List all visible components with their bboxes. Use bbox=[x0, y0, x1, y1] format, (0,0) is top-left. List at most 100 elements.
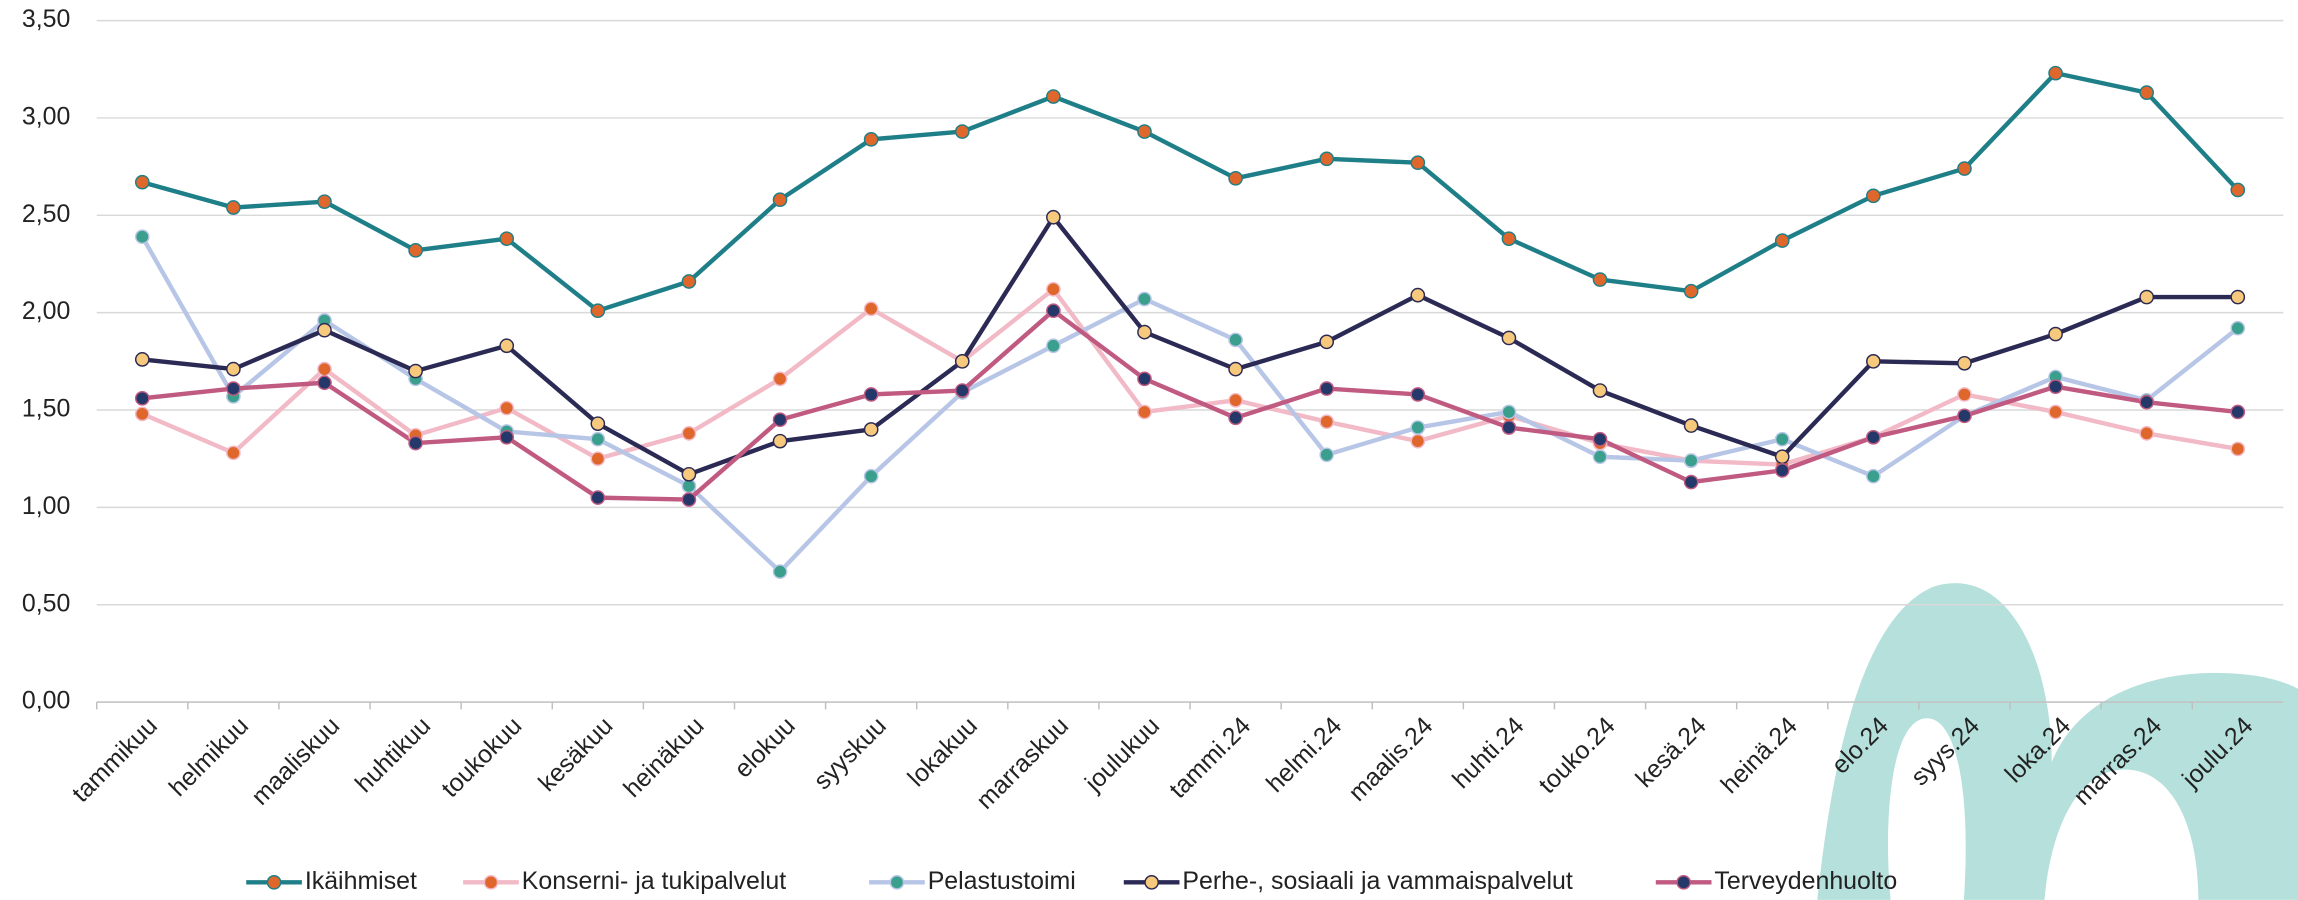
data-point bbox=[1411, 156, 1424, 169]
x-tick-label: toukokuu bbox=[436, 712, 527, 803]
legend-marker bbox=[267, 876, 280, 889]
data-point bbox=[1047, 211, 1060, 224]
x-tick-label: huhti.24 bbox=[1447, 712, 1530, 795]
data-point bbox=[591, 433, 604, 446]
data-point bbox=[1867, 189, 1880, 202]
data-point bbox=[1593, 384, 1606, 397]
data-point bbox=[227, 446, 240, 459]
data-point bbox=[1776, 464, 1789, 477]
data-point bbox=[1047, 304, 1060, 317]
data-point bbox=[1958, 357, 1971, 370]
data-point bbox=[591, 491, 604, 504]
data-point bbox=[1502, 405, 1515, 418]
data-point bbox=[227, 363, 240, 376]
data-point bbox=[2049, 405, 2062, 418]
x-tick-label: lokakuu bbox=[902, 712, 983, 793]
data-point bbox=[136, 392, 149, 405]
data-point bbox=[1229, 172, 1242, 185]
data-point bbox=[1776, 433, 1789, 446]
data-point bbox=[318, 324, 331, 337]
data-point bbox=[591, 417, 604, 430]
x-tick-label: touko.24 bbox=[1533, 712, 1620, 799]
data-point bbox=[227, 201, 240, 214]
data-point bbox=[956, 384, 969, 397]
data-point bbox=[1958, 162, 1971, 175]
series-line bbox=[142, 73, 2238, 311]
legend-label: Terveydenhuolto bbox=[1714, 867, 1897, 895]
data-point bbox=[500, 339, 513, 352]
data-point bbox=[956, 355, 969, 368]
data-point bbox=[2140, 86, 2153, 99]
data-point bbox=[318, 363, 331, 376]
data-point bbox=[2231, 405, 2244, 418]
x-tick-label: syyskuu bbox=[808, 712, 891, 795]
data-point bbox=[1593, 273, 1606, 286]
data-point bbox=[865, 423, 878, 436]
data-point bbox=[409, 244, 422, 257]
x-tick-label: helmi.24 bbox=[1261, 712, 1347, 798]
data-point bbox=[682, 275, 695, 288]
y-tick-label: 1,50 bbox=[22, 395, 70, 423]
y-tick-label: 2,00 bbox=[22, 297, 70, 325]
data-point bbox=[1502, 232, 1515, 245]
data-point bbox=[2140, 427, 2153, 440]
legend-label: Ikäihmiset bbox=[305, 867, 417, 895]
data-point bbox=[1320, 382, 1333, 395]
series-line bbox=[142, 217, 2238, 474]
x-tick-label: heinä.24 bbox=[1715, 712, 1802, 799]
data-point bbox=[1685, 475, 1698, 488]
data-point bbox=[2049, 380, 2062, 393]
data-point bbox=[1138, 326, 1151, 339]
data-point bbox=[773, 372, 786, 385]
data-point bbox=[1138, 125, 1151, 138]
data-point bbox=[2140, 396, 2153, 409]
data-point bbox=[1958, 409, 1971, 422]
data-point bbox=[2231, 322, 2244, 335]
data-point bbox=[865, 133, 878, 146]
data-point bbox=[682, 493, 695, 506]
y-tick-label: 0,00 bbox=[22, 687, 70, 715]
legend-label: Perhe-, sosiaali ja vammaispalvelut bbox=[1182, 867, 1572, 895]
legend-marker bbox=[484, 876, 497, 889]
data-point bbox=[1229, 394, 1242, 407]
data-point bbox=[1776, 450, 1789, 463]
legend-marker bbox=[1145, 876, 1158, 889]
data-point bbox=[409, 364, 422, 377]
data-point bbox=[1229, 333, 1242, 346]
data-point bbox=[865, 302, 878, 315]
data-point bbox=[1047, 90, 1060, 103]
data-point bbox=[500, 431, 513, 444]
data-point bbox=[1685, 285, 1698, 298]
data-point bbox=[1593, 433, 1606, 446]
data-point bbox=[1320, 448, 1333, 461]
x-tick-label: joulukuu bbox=[1079, 712, 1165, 798]
data-point bbox=[1047, 283, 1060, 296]
data-point bbox=[318, 195, 331, 208]
data-point bbox=[1229, 411, 1242, 424]
legend-label: Pelastustoimi bbox=[928, 867, 1076, 895]
data-point bbox=[136, 230, 149, 243]
data-point bbox=[1229, 363, 1242, 376]
data-point bbox=[1502, 421, 1515, 434]
y-tick-label: 3,00 bbox=[22, 103, 70, 131]
x-tick-label: helmikuu bbox=[164, 712, 254, 802]
data-point bbox=[956, 125, 969, 138]
data-point bbox=[2231, 442, 2244, 455]
x-tick-label: maaliskuu bbox=[246, 712, 345, 811]
data-point bbox=[1138, 405, 1151, 418]
data-point bbox=[1867, 355, 1880, 368]
data-point bbox=[2140, 290, 2153, 303]
data-point bbox=[1502, 331, 1515, 344]
data-point bbox=[227, 382, 240, 395]
data-point bbox=[682, 427, 695, 440]
data-point bbox=[682, 468, 695, 481]
data-point bbox=[136, 407, 149, 420]
y-tick-label: 3,50 bbox=[22, 5, 70, 33]
data-point bbox=[1411, 421, 1424, 434]
data-point bbox=[1685, 419, 1698, 432]
data-point bbox=[1776, 234, 1789, 247]
page: 0,000,501,001,502,002,503,003,50tammikuu… bbox=[0, 0, 2298, 900]
data-point bbox=[1958, 388, 1971, 401]
data-point bbox=[865, 470, 878, 483]
data-point bbox=[1320, 415, 1333, 428]
